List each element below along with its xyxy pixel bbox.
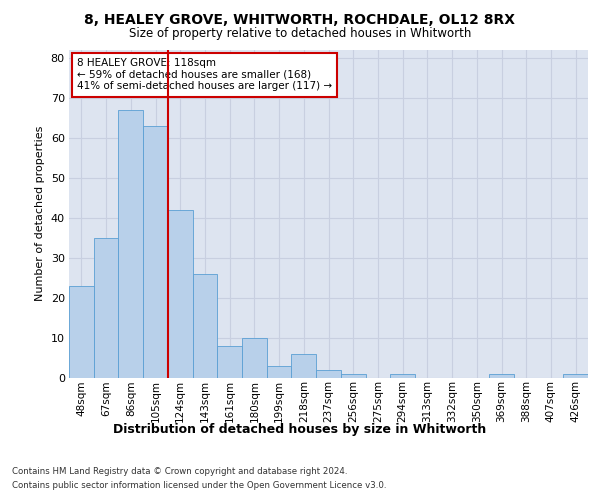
Bar: [489, 374, 514, 378]
Bar: [143, 126, 168, 378]
Text: 8, HEALEY GROVE, WHITWORTH, ROCHDALE, OL12 8RX: 8, HEALEY GROVE, WHITWORTH, ROCHDALE, OL…: [85, 12, 515, 26]
Text: 8 HEALEY GROVE: 118sqm
← 59% of detached houses are smaller (168)
41% of semi-de: 8 HEALEY GROVE: 118sqm ← 59% of detached…: [77, 58, 332, 92]
Bar: [193, 274, 217, 378]
Bar: [168, 210, 193, 378]
Bar: [316, 370, 341, 378]
Y-axis label: Number of detached properties: Number of detached properties: [35, 126, 45, 302]
Bar: [341, 374, 365, 378]
Bar: [267, 366, 292, 378]
Bar: [118, 110, 143, 378]
Bar: [94, 238, 118, 378]
Bar: [217, 346, 242, 378]
Bar: [69, 286, 94, 378]
Bar: [242, 338, 267, 378]
Bar: [563, 374, 588, 378]
Bar: [390, 374, 415, 378]
Text: Size of property relative to detached houses in Whitworth: Size of property relative to detached ho…: [129, 28, 471, 40]
Text: Distribution of detached houses by size in Whitworth: Distribution of detached houses by size …: [113, 422, 487, 436]
Text: Contains HM Land Registry data © Crown copyright and database right 2024.: Contains HM Land Registry data © Crown c…: [12, 468, 347, 476]
Bar: [292, 354, 316, 378]
Text: Contains public sector information licensed under the Open Government Licence v3: Contains public sector information licen…: [12, 481, 386, 490]
